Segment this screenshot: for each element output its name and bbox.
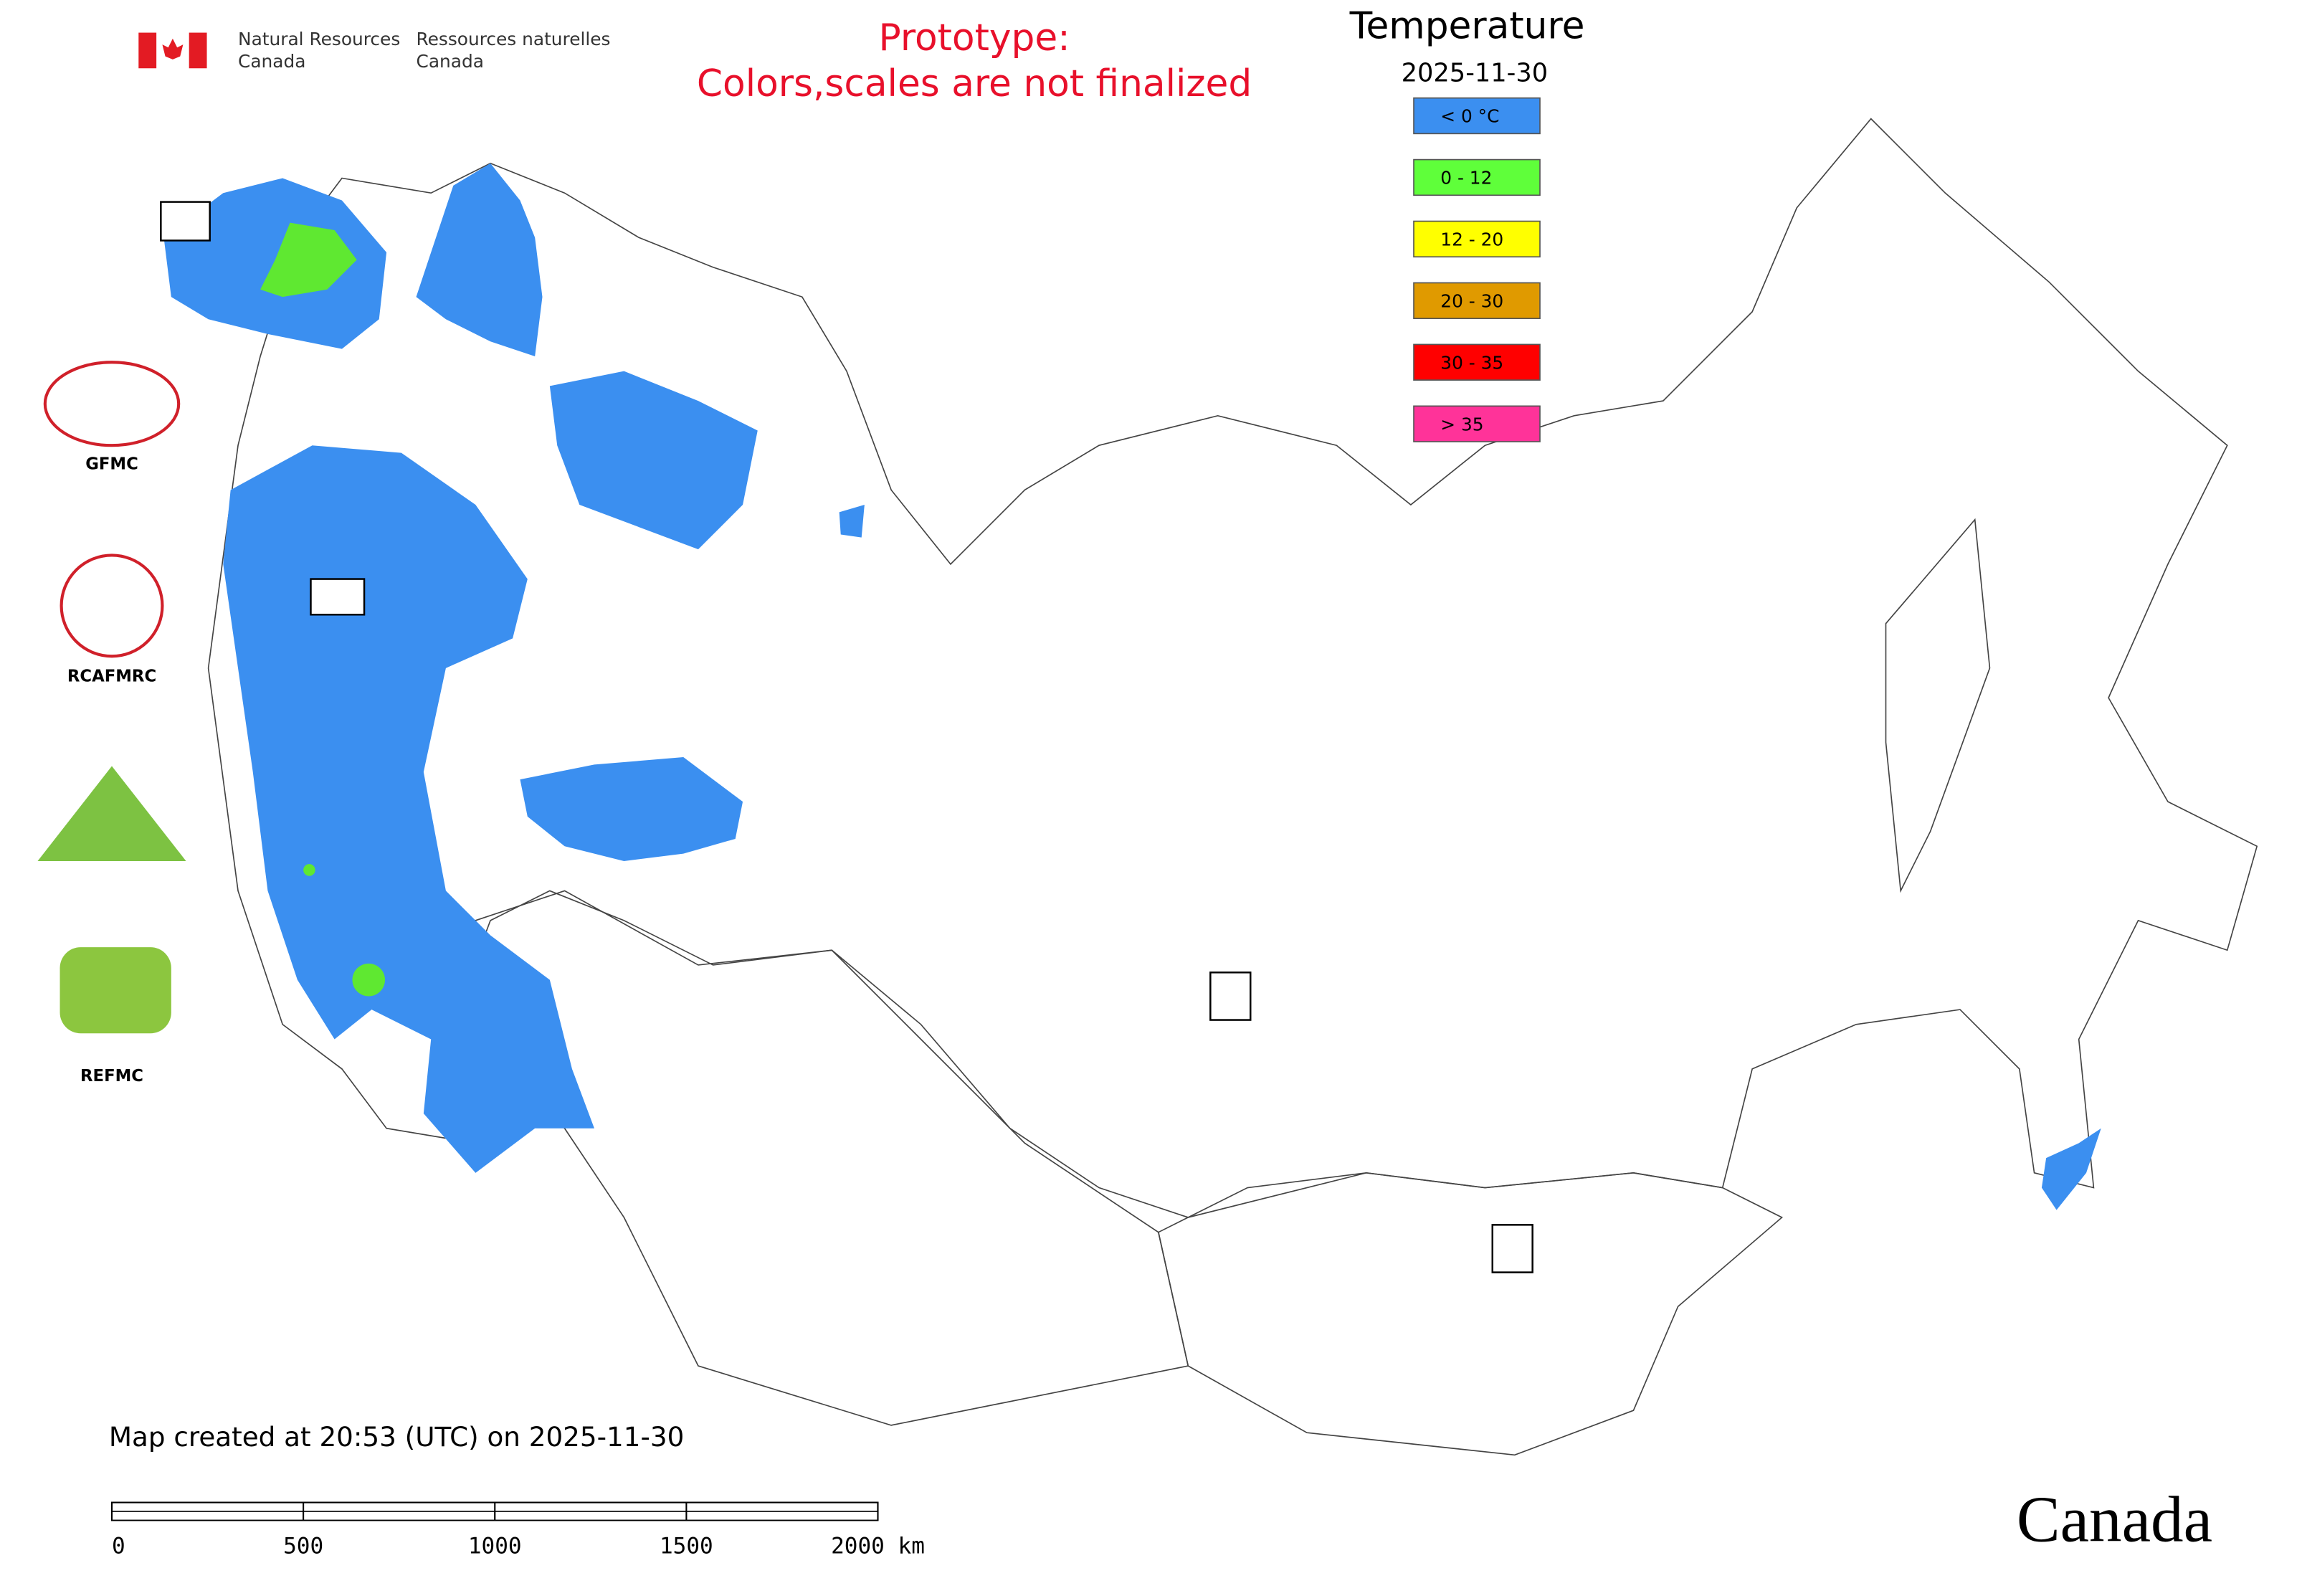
scale-segment	[111, 1511, 304, 1521]
temperature-field	[163, 163, 2101, 1210]
legend-swatch	[1413, 158, 1541, 196]
scale-bar: 0 500 1000 1500 2000 km	[110, 1501, 925, 1559]
org-name: Canada	[417, 51, 484, 72]
russia-outline	[207, 118, 2258, 1218]
org-name: Ressources naturelles	[417, 29, 611, 49]
logo-mark	[43, 361, 181, 447]
logo-label: GFMC	[85, 455, 138, 474]
temp-area	[223, 445, 594, 1173]
legend-swatch	[1413, 97, 1541, 135]
marker-logo	[310, 578, 366, 616]
org-name: Canada	[238, 51, 305, 72]
legend-swatch	[1413, 405, 1541, 442]
logo-mark	[60, 947, 171, 1034]
scale-segment	[494, 1511, 688, 1521]
temp-area	[839, 505, 865, 538]
legend-title: Temperature	[1349, 4, 1585, 47]
marker-logo	[1491, 1224, 1533, 1273]
prototype-note: Colors,scales are not finalized	[697, 62, 1252, 105]
mongolia-outline	[1157, 1172, 1784, 1456]
temp-area	[260, 222, 357, 298]
legend-label: 0 - 12	[1440, 168, 1492, 189]
central-asia-outline	[475, 890, 1189, 1426]
legend-label: > 35	[1440, 414, 1483, 434]
flag-bar	[189, 32, 207, 69]
temp-area	[303, 864, 315, 876]
legend-swatch	[1413, 220, 1541, 258]
scale-label: 500	[283, 1534, 323, 1559]
legend-swatch	[1413, 282, 1541, 319]
org-name: Natural Resources	[238, 29, 400, 49]
canada-flag	[138, 32, 207, 69]
legend-label: < 0 °C	[1440, 106, 1499, 127]
marker-logo	[1209, 972, 1252, 1021]
legend-label: 30 - 35	[1440, 352, 1503, 373]
temp-area	[520, 757, 743, 862]
country-borders	[207, 118, 2258, 1456]
scale-label: 2000 km	[831, 1534, 925, 1559]
logo-label: REFMC	[80, 1067, 143, 1086]
marker-logo	[160, 201, 211, 242]
temp-area	[416, 163, 543, 356]
logo-label: RCAFMRC	[67, 668, 156, 686]
scale-segment	[303, 1511, 496, 1521]
temp-area	[2041, 1128, 2101, 1210]
logo-mark	[37, 766, 186, 862]
kamchatka-outline	[1885, 518, 1991, 893]
legend: Temperature 2025-11-30 < 0 °C 0 - 12 12 - …	[1349, 4, 1585, 442]
flag-leaf	[162, 38, 184, 60]
scale-label: 1000	[468, 1534, 522, 1559]
temp-area	[352, 963, 386, 997]
flag-bar	[138, 32, 157, 69]
temp-area	[549, 371, 758, 550]
side-logos: GFMC RCAFMRC REFMC	[37, 361, 186, 1086]
scale-segment	[685, 1511, 879, 1521]
prototype-note: Prototype:	[879, 16, 1070, 60]
legend-label: 20 - 30	[1440, 290, 1503, 311]
scale-label: 1500	[660, 1534, 713, 1559]
legend-label: 12 - 20	[1440, 229, 1503, 250]
created-note: Map created at 20:53 (UTC) on 2025-11-30	[109, 1421, 684, 1453]
map-markers	[160, 201, 1533, 1273]
canada-wordmark: Canada	[2017, 1483, 2212, 1556]
legend-swatch	[1413, 343, 1541, 381]
logo-mark	[60, 554, 164, 658]
legend-date: 2025-11-30	[1402, 59, 1549, 88]
scale-label: 0	[112, 1534, 125, 1559]
